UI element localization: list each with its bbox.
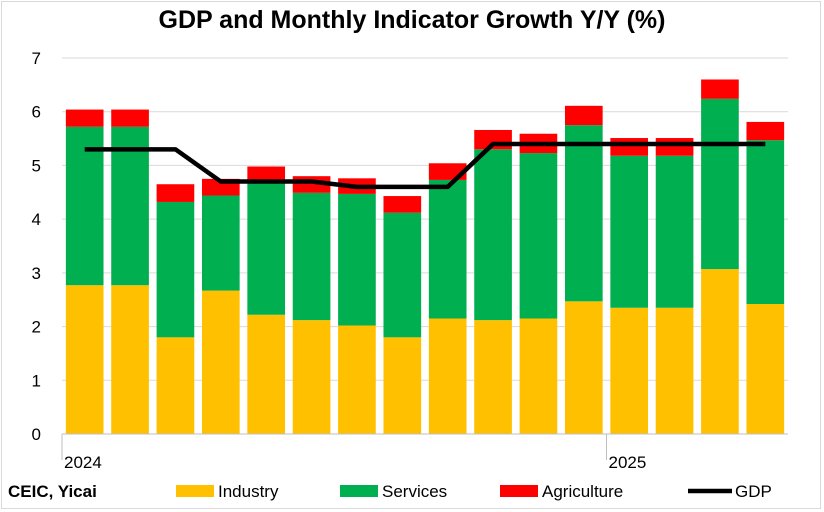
- source-note: CEIC, Yicai: [8, 482, 97, 501]
- bar-agriculture: [610, 138, 649, 156]
- bar-agriculture: [111, 109, 149, 127]
- legend-label-gdp: GDP: [735, 482, 772, 501]
- chart-title: GDP and Monthly Indicator Growth Y/Y (%): [158, 6, 666, 34]
- legend-swatch-services: [340, 485, 378, 497]
- bar-industry: [201, 290, 240, 434]
- bar-agriculture: [746, 121, 785, 141]
- legend-swatch-industry: [176, 485, 214, 497]
- bar-agriculture: [65, 109, 104, 127]
- bar-industry: [65, 285, 104, 434]
- bar-services: [474, 149, 512, 321]
- y-tick-label: 6: [32, 103, 41, 122]
- bar-agriculture: [156, 184, 195, 202]
- bar-services: [383, 212, 422, 338]
- bar-services: [65, 126, 104, 286]
- legend-swatch-agriculture: [500, 485, 538, 497]
- bar-services: [655, 155, 694, 308]
- y-tick-label: 5: [32, 156, 41, 175]
- bar-services: [292, 192, 331, 321]
- axes: 0 1 2 3 4 5 6 7 2024 2025: [32, 49, 788, 472]
- bar-agriculture: [247, 166, 286, 184]
- bar-agriculture: [701, 79, 739, 99]
- bar-industry: [111, 285, 149, 434]
- gdp-line-layer: [84, 141, 766, 190]
- bar-services: [156, 201, 195, 338]
- bar-industry: [383, 337, 422, 434]
- y-tick-label: 4: [32, 210, 41, 229]
- bar-agriculture: [383, 196, 422, 213]
- legend-label-services: Services: [382, 482, 447, 501]
- bar-industry: [701, 269, 739, 434]
- bar-agriculture: [655, 138, 694, 156]
- bar-industry: [519, 318, 558, 434]
- bar-services: [111, 126, 149, 286]
- bar-industry: [428, 318, 467, 434]
- x-tick-label: 2025: [609, 453, 647, 472]
- bar-industry: [338, 325, 376, 434]
- x-tick-label: 2024: [64, 453, 102, 472]
- bar-industry: [564, 301, 603, 434]
- y-tick-label: 7: [32, 49, 41, 68]
- bar-services: [564, 125, 603, 302]
- bar-industry: [655, 307, 694, 434]
- y-tick-label: 0: [32, 425, 41, 444]
- legend: Industry Services Agriculture GDP: [176, 482, 772, 501]
- bar-services: [610, 155, 649, 308]
- bar-industry: [610, 307, 649, 434]
- bar-industry: [247, 314, 286, 434]
- legend-label-industry: Industry: [218, 482, 279, 501]
- bar-industry: [746, 304, 785, 434]
- y-tick-label: 3: [32, 264, 41, 283]
- y-tick-label: 1: [32, 371, 41, 390]
- bar-services: [701, 98, 739, 270]
- bar-industry: [292, 320, 331, 434]
- bar-services: [247, 183, 286, 315]
- bar-services: [519, 153, 558, 319]
- bar-services: [201, 195, 240, 291]
- gdp-line: [84, 141, 766, 190]
- bar-services: [428, 179, 467, 319]
- bar-agriculture: [564, 105, 603, 126]
- bar-services: [746, 140, 785, 305]
- bars: [65, 79, 785, 434]
- bar-industry: [474, 320, 512, 434]
- bar-services: [338, 193, 376, 326]
- bar-industry: [156, 337, 195, 434]
- legend-label-agriculture: Agriculture: [542, 482, 623, 501]
- y-tick-label: 2: [32, 318, 41, 337]
